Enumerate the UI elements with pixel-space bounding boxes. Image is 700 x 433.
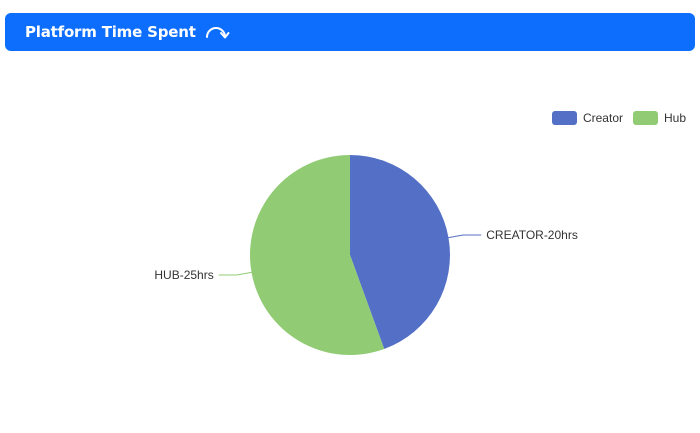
legend-item-hub[interactable]: Hub	[632, 111, 686, 125]
panel-header: Platform Time Spent	[5, 13, 695, 51]
label-line-creator	[448, 234, 482, 239]
pie-slice-creator[interactable]	[350, 155, 451, 349]
slice-label-creator: CREATOR-20hrs	[486, 228, 578, 242]
slice-label-hub: HUB-25hrs	[154, 268, 213, 282]
label-line-hub	[218, 271, 252, 276]
panel-title: Platform Time Spent	[25, 23, 196, 41]
pie-slice-hub[interactable]	[250, 155, 385, 355]
legend-label-hub: Hub	[663, 111, 686, 125]
legend-swatch-hub	[632, 111, 658, 125]
legend-item-creator[interactable]: Creator	[551, 111, 623, 125]
legend-swatch-creator	[551, 111, 577, 125]
legend-label-creator: Creator	[582, 111, 623, 125]
refresh-icon[interactable]	[202, 22, 230, 42]
chart-legend: Creator Hub	[551, 111, 686, 125]
